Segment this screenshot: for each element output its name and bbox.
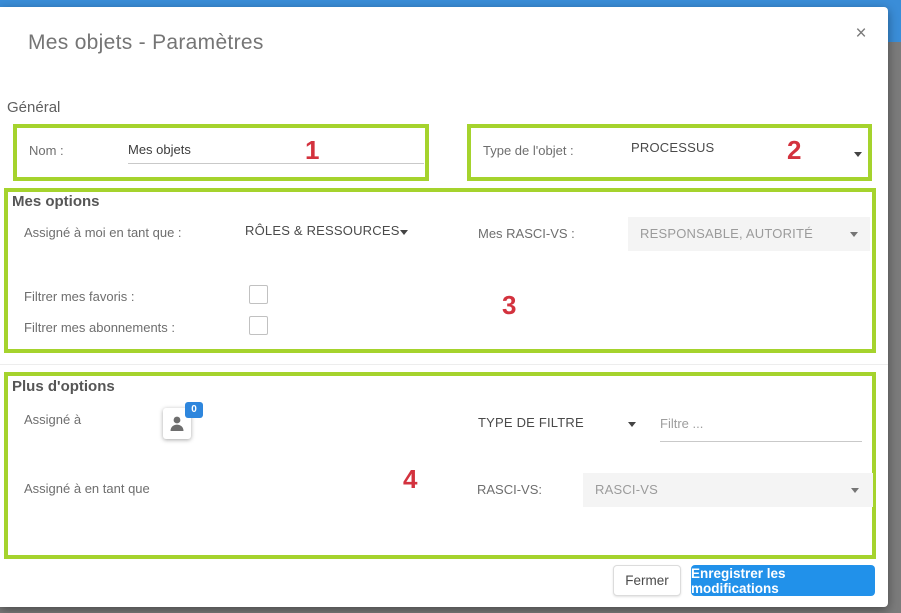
rasci-vs-value: RASCI-VS	[595, 482, 659, 497]
nom-input[interactable]	[128, 136, 424, 164]
person-icon	[170, 416, 184, 431]
type-objet-select[interactable]: PROCESSUS	[631, 140, 715, 155]
mes-options-section-title: Mes options	[12, 193, 100, 210]
mes-rasci-select[interactable]: RESPONSABLE, AUTORITÉ	[628, 217, 870, 251]
chevron-down-icon	[851, 488, 859, 493]
filtrer-favoris-checkbox[interactable]	[249, 285, 268, 304]
annotation-number-3: 3	[502, 290, 517, 320]
type-objet-label: Type de l'objet :	[483, 143, 574, 158]
rasci-vs-select[interactable]: RASCI-VS	[583, 473, 873, 507]
assigne-moi-select[interactable]: RÔLES & RESSOURCES	[245, 223, 400, 238]
assigne-moi-label: Assigné à moi en tant que :	[24, 225, 182, 240]
nom-label: Nom :	[29, 143, 64, 158]
annotation-box-4: Plus d'options Assigné à 0 TYPE DE FILTR…	[4, 372, 876, 559]
plus-options-section-title: Plus d'options	[12, 378, 115, 395]
assigne-a-label: Assigné à	[24, 412, 82, 427]
fermer-button[interactable]: Fermer	[613, 565, 681, 596]
filtre-input[interactable]	[660, 406, 862, 442]
dialog-title: Mes objets - Paramètres	[28, 31, 264, 54]
annotation-box-2: Type de l'objet : PROCESSUS 2	[467, 124, 872, 181]
type-filtre-select[interactable]: TYPE DE FILTRE	[478, 415, 584, 430]
annotation-number-2: 2	[787, 135, 802, 165]
enregistrer-button[interactable]: Enregistrer les modifications	[691, 565, 875, 596]
assigne-en-tant-que-label: Assigné à en tant que	[24, 481, 150, 496]
annotation-number-1: 1	[305, 135, 320, 165]
chevron-down-icon[interactable]	[400, 230, 408, 235]
settings-dialog: × Mes objets - Paramètres Général Nom : …	[0, 7, 888, 607]
general-section-title: Général	[7, 99, 61, 116]
section-divider	[0, 364, 888, 365]
annotation-number-4: 4	[403, 464, 418, 494]
annotation-box-1: Nom : 1	[13, 124, 429, 181]
mes-rasci-label: Mes RASCI-VS :	[478, 226, 575, 241]
filtrer-favoris-label: Filtrer mes favoris :	[24, 289, 135, 304]
filtrer-abonnements-label: Filtrer mes abonnements :	[24, 320, 176, 335]
annotation-box-3: Mes options Assigné à moi en tant que : …	[4, 188, 876, 353]
filtrer-abonnements-checkbox[interactable]	[249, 316, 268, 335]
rasci-vs-label: RASCI-VS:	[477, 482, 543, 497]
mes-rasci-value: RESPONSABLE, AUTORITÉ	[640, 226, 814, 241]
chevron-down-icon[interactable]	[854, 152, 862, 157]
chevron-down-icon[interactable]	[628, 422, 636, 427]
assigned-count-badge: 0	[185, 402, 203, 418]
close-icon[interactable]: ×	[855, 23, 867, 44]
chevron-down-icon	[850, 232, 858, 237]
